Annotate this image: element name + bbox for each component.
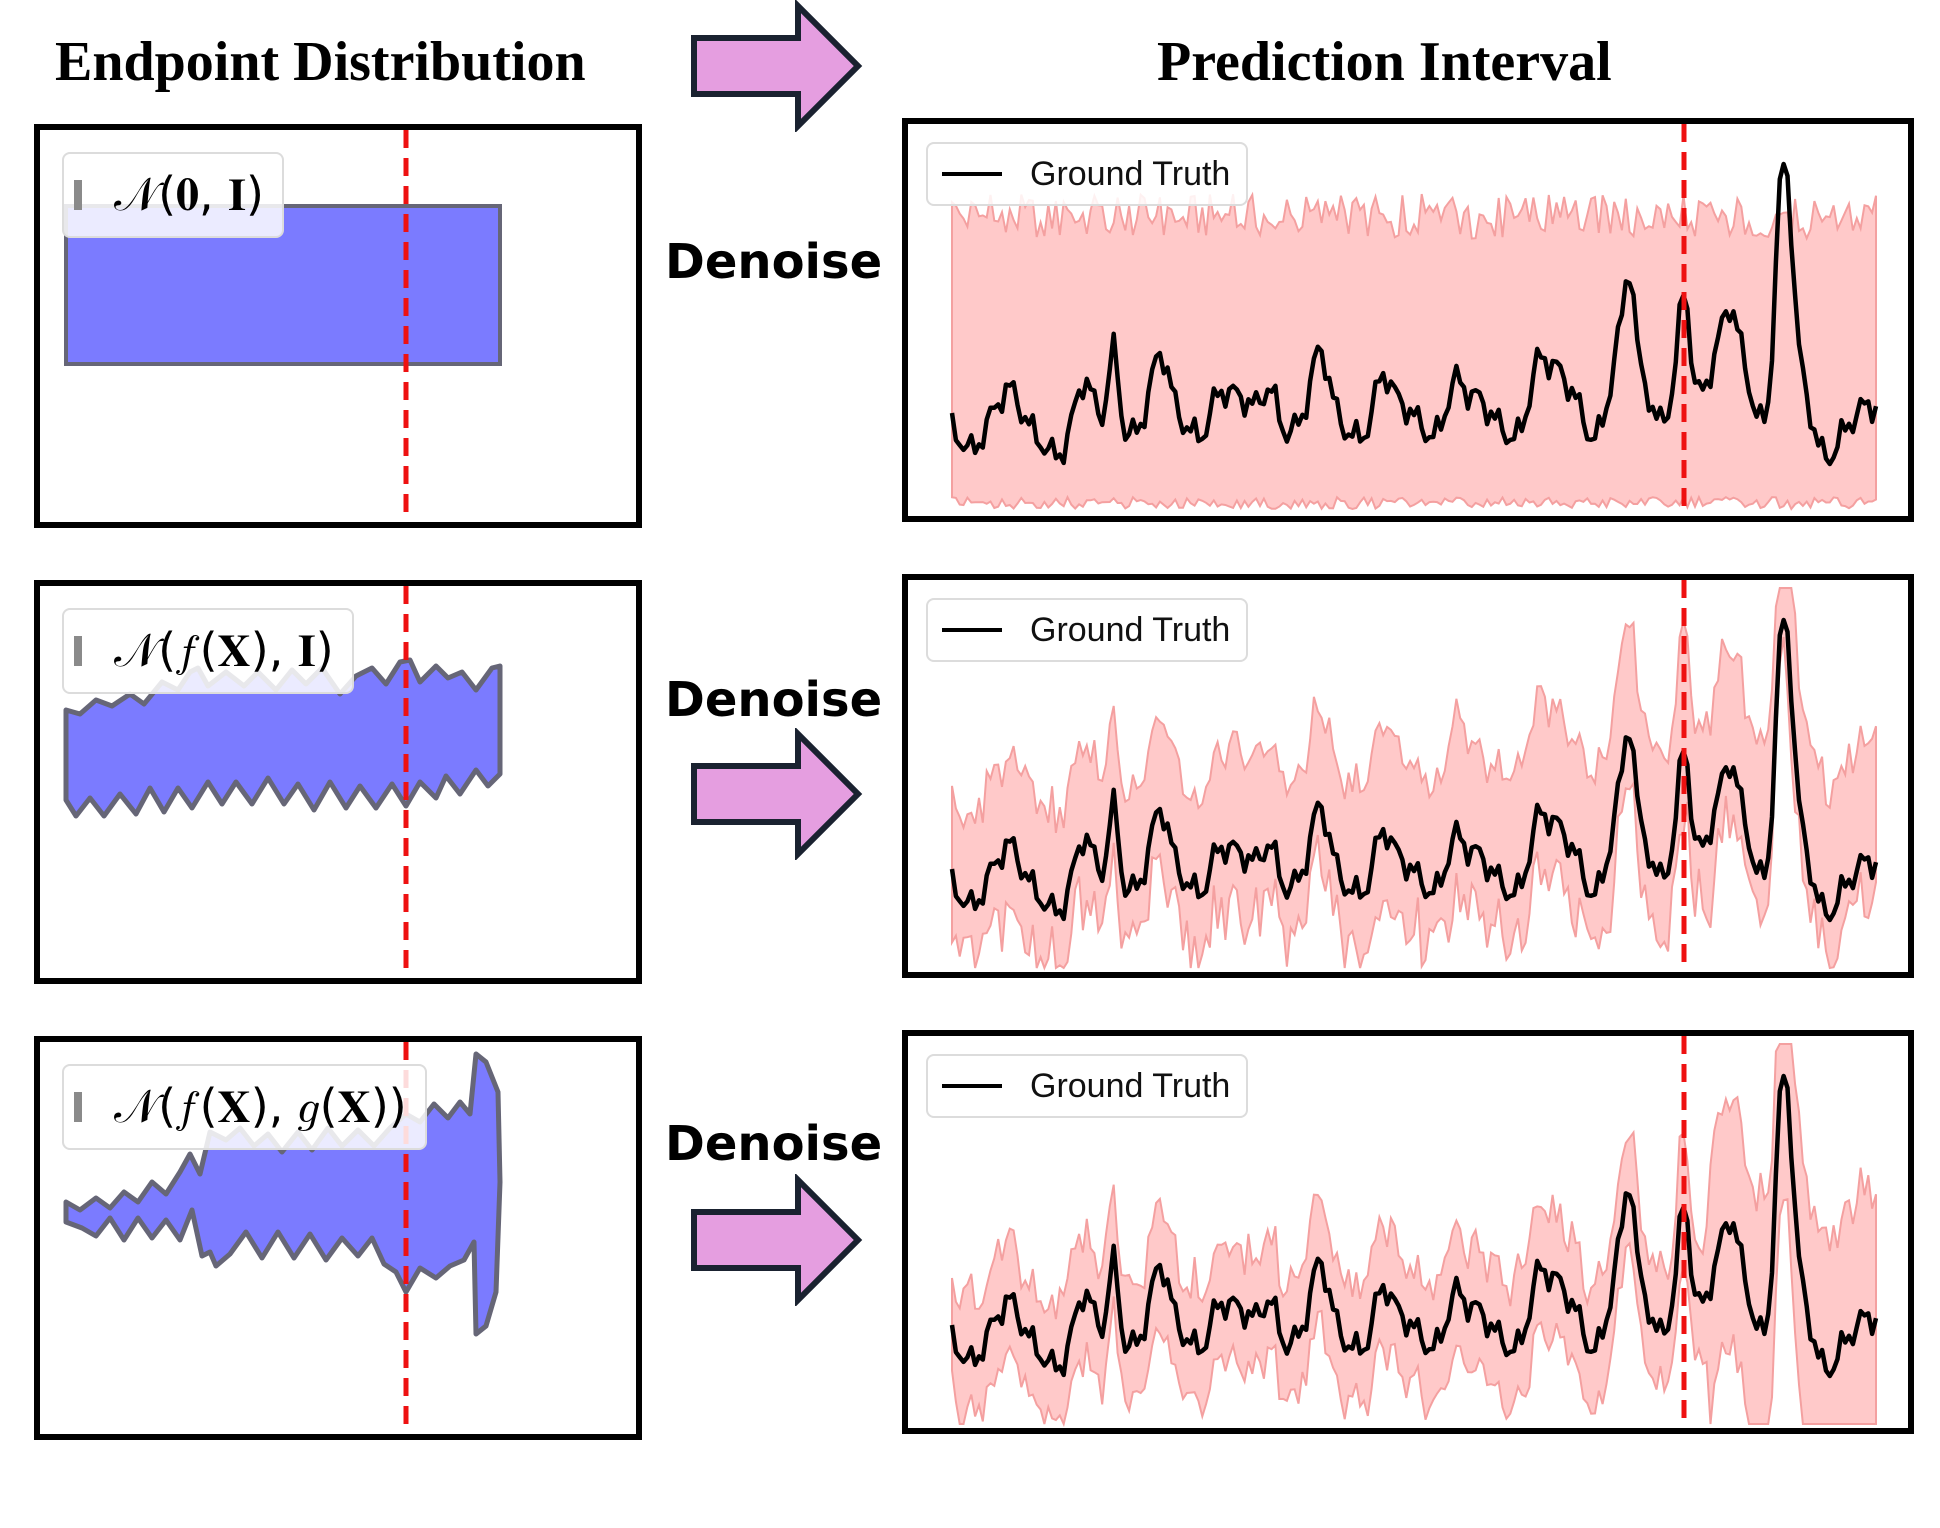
- prediction-band-3: [951, 1043, 1877, 1428]
- interval-legend-label-3: Ground Truth: [1030, 1066, 1231, 1105]
- interval-legend-2: Ground Truth: [926, 598, 1249, 662]
- endpoint-legend-3: 𝒩(𝑓(𝐗), 𝑔(𝐗)): [62, 1064, 427, 1150]
- interval-legend-label-1: Ground Truth: [1030, 154, 1231, 193]
- interval-legend-3: Ground Truth: [926, 1054, 1249, 1118]
- denoise-label-2: Denoise: [665, 672, 883, 728]
- endpoint-distribution-title: Endpoint Distribution: [55, 31, 586, 93]
- endpoint-legend-1: 𝒩(𝟎, 𝐈): [62, 152, 284, 238]
- interval-panel-1: Ground Truth: [902, 118, 1914, 522]
- endpoint-legend-label-2: 𝒩(𝑓(𝐗), 𝐈): [114, 623, 334, 677]
- interval-plot-1: [949, 124, 1879, 516]
- denoise-label-1: Denoise: [665, 234, 883, 290]
- endpoint-legend-label-3: 𝒩(𝑓(𝐗), 𝑔(𝐗)): [114, 1079, 407, 1133]
- ground-truth-marker-icon: [942, 628, 1002, 632]
- denoise-label-3: Denoise: [665, 1116, 883, 1172]
- prediction-interval-title: Prediction Interval: [1157, 31, 1612, 93]
- right-arrow-icon-1: [691, 0, 863, 132]
- prediction-band-area-3: [951, 1043, 1877, 1428]
- endpoint-panel-1: 𝒩(𝟎, 𝐈): [34, 124, 642, 528]
- endpoint-legend-2: 𝒩(𝑓(𝐗), 𝐈): [62, 608, 354, 694]
- endpoint-panel-3: 𝒩(𝑓(𝐗), 𝑔(𝐗)): [34, 1036, 642, 1440]
- interval-legend-1: Ground Truth: [926, 142, 1249, 206]
- legend-marker-icon: [74, 1092, 82, 1122]
- ground-truth-line-1: [949, 161, 1879, 467]
- endpoint-panel-2: 𝒩(𝑓(𝐗), 𝐈): [34, 580, 642, 984]
- interval-plot-3: [949, 1036, 1879, 1428]
- ground-truth-line-3: [949, 1073, 1879, 1379]
- interval-panel-3: Ground Truth: [902, 1030, 1914, 1434]
- prediction-band-area-2: [951, 587, 1877, 971]
- ground-truth-marker-icon: [942, 172, 1002, 176]
- prediction-band-area-1: [951, 191, 1877, 511]
- ground-truth-line-2: [949, 617, 1879, 923]
- prediction-band-2: [951, 587, 1877, 971]
- right-arrow-icon-2: [691, 728, 863, 860]
- interval-plot-2: [949, 580, 1879, 972]
- prediction-band-1: [951, 191, 1877, 511]
- endpoint-legend-label-1: 𝒩(𝟎, 𝐈): [114, 167, 264, 221]
- legend-marker-icon: [74, 636, 82, 666]
- right-arrow-icon-3: [691, 1174, 863, 1306]
- legend-marker-icon: [74, 180, 82, 210]
- interval-legend-label-2: Ground Truth: [1030, 610, 1231, 649]
- ground-truth-marker-icon: [942, 1084, 1002, 1088]
- interval-panel-2: Ground Truth: [902, 574, 1914, 978]
